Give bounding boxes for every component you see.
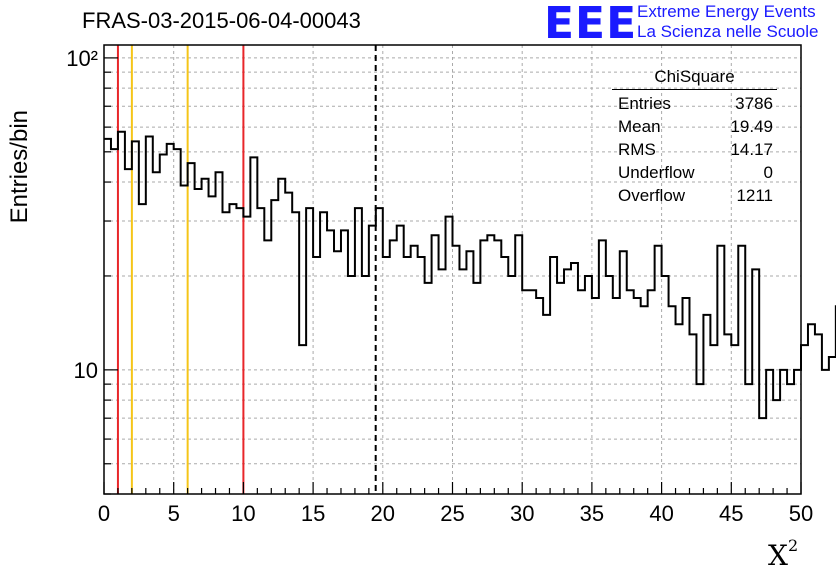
grid	[104, 45, 801, 495]
x-tick-label: 15	[301, 501, 325, 526]
x-tick-label: 25	[440, 501, 464, 526]
tick-labels: 0 5 10 15 20 25 30 35 40 45 50 10 10²	[66, 46, 813, 526]
x-tick-label: 50	[789, 501, 813, 526]
stats-row-overflow: Overflow 1211	[612, 184, 777, 207]
x-tick-label: 35	[580, 501, 604, 526]
stats-divider	[612, 89, 777, 90]
stats-label: Overflow	[618, 186, 686, 205]
stats-row-entries: Entries 3786	[612, 92, 777, 115]
x-axis-label: X2	[768, 536, 798, 572]
x-tick-label: 0	[98, 501, 110, 526]
stats-row-rms: RMS 14.17	[612, 138, 777, 161]
eee-logo: EEE	[544, 0, 638, 49]
y-tick-label: 10	[74, 358, 98, 383]
x-tick-label: 40	[649, 501, 673, 526]
x-axis-label-text: X	[768, 539, 788, 572]
x-tick-label: 10	[231, 501, 255, 526]
x-tick-label: 45	[719, 501, 743, 526]
stats-box: ChiSquare Entries 3786 Mean 19.49 RMS 14…	[612, 66, 777, 207]
logo-line-2: La Scienza nelle Scuole	[637, 22, 819, 41]
x-tick-label: 20	[371, 501, 395, 526]
stats-value: 19.49	[730, 117, 773, 136]
x-axis-label-sup: 2	[787, 536, 799, 555]
stats-value: 3786	[735, 94, 773, 113]
threshold-lines	[116, 45, 377, 494]
stats-label: Mean	[618, 117, 661, 136]
y-tick-label: 10²	[66, 46, 98, 71]
stats-label: Underflow	[618, 163, 695, 182]
stats-value: 0	[763, 163, 773, 182]
chart-title: FRAS-03-2015-06-04-00043	[82, 8, 361, 33]
stats-row-mean: Mean 19.49	[612, 115, 777, 138]
logo-line-1: Extreme Energy Events	[637, 2, 816, 21]
histogram-series	[104, 130, 836, 420]
x-tick-label: 30	[510, 501, 534, 526]
stats-value: 1211	[736, 186, 773, 205]
axes	[103, 44, 802, 495]
y-axis-label-wrap: Entries/bin	[6, 110, 36, 223]
x-tick-label: 5	[168, 501, 180, 526]
stats-row-underflow: Underflow 0	[612, 161, 777, 184]
stats-label: RMS	[618, 140, 656, 159]
stats-value: 14.17	[730, 140, 773, 159]
stats-label: Entries	[618, 94, 671, 113]
stats-title: ChiSquare	[654, 67, 735, 86]
y-axis-label: Entries/bin	[6, 110, 33, 224]
